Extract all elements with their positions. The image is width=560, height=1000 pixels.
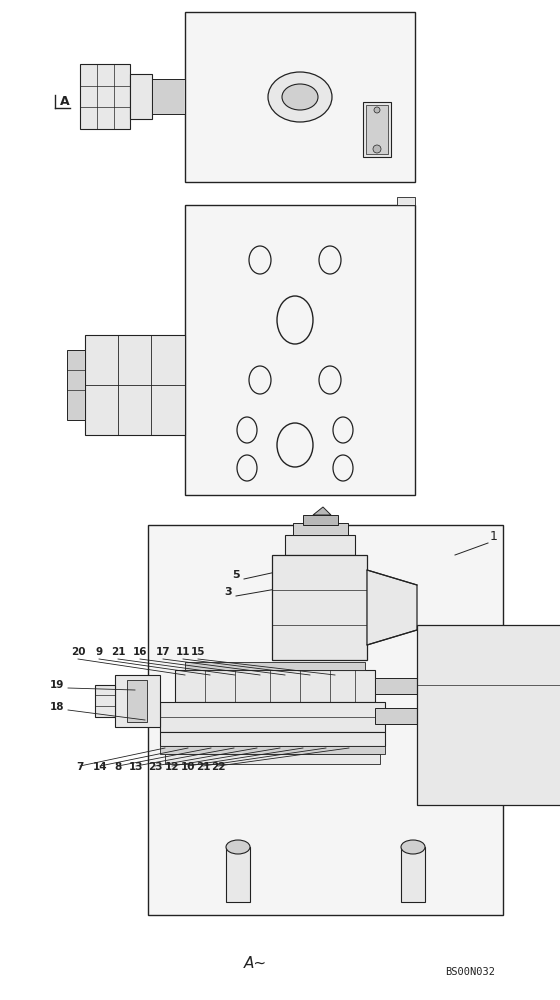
Bar: [303, 515, 338, 525]
Text: 20: 20: [71, 647, 85, 657]
Text: 22: 22: [211, 762, 225, 772]
Ellipse shape: [249, 366, 271, 394]
Bar: [366, 105, 388, 154]
Bar: [285, 535, 355, 555]
Bar: [185, 205, 415, 495]
Text: 14: 14: [93, 762, 108, 772]
Polygon shape: [367, 570, 417, 645]
Polygon shape: [292, 88, 308, 106]
Text: 16: 16: [133, 647, 147, 657]
Bar: [397, 197, 415, 205]
Text: BS00N032: BS00N032: [445, 967, 495, 977]
Ellipse shape: [401, 840, 425, 854]
Bar: [417, 625, 560, 805]
Text: A~: A~: [244, 956, 267, 971]
Bar: [293, 523, 348, 535]
Bar: [375, 708, 455, 724]
Text: 9: 9: [95, 647, 102, 657]
Bar: [148, 525, 503, 915]
Bar: [165, 754, 380, 764]
Bar: [80, 64, 130, 129]
Ellipse shape: [226, 840, 250, 854]
Ellipse shape: [237, 417, 257, 443]
Ellipse shape: [277, 296, 313, 344]
Bar: [185, 662, 365, 670]
Ellipse shape: [268, 72, 332, 122]
Bar: [85, 335, 185, 435]
Polygon shape: [313, 507, 331, 515]
Text: 5: 5: [232, 570, 240, 580]
Text: 21: 21: [111, 647, 125, 657]
Ellipse shape: [249, 246, 271, 274]
Text: 10: 10: [181, 762, 195, 772]
Ellipse shape: [282, 84, 318, 110]
Bar: [160, 702, 385, 732]
Text: 18: 18: [50, 702, 64, 712]
Text: 8: 8: [114, 762, 122, 772]
Bar: [130, 74, 152, 119]
Bar: [115, 675, 160, 727]
Ellipse shape: [319, 246, 341, 274]
Bar: [175, 670, 375, 702]
Bar: [95, 685, 115, 717]
Text: 11: 11: [176, 647, 190, 657]
Text: 15: 15: [191, 647, 206, 657]
Bar: [375, 678, 455, 694]
Text: 1: 1: [490, 530, 498, 543]
Ellipse shape: [333, 455, 353, 481]
Ellipse shape: [319, 366, 341, 394]
Bar: [127, 680, 147, 722]
Bar: [363, 102, 391, 157]
Text: 23: 23: [148, 762, 162, 772]
Ellipse shape: [277, 423, 313, 467]
Ellipse shape: [237, 455, 257, 481]
Text: 12: 12: [165, 762, 179, 772]
Text: 19: 19: [50, 680, 64, 690]
Circle shape: [373, 145, 381, 153]
Bar: [226, 847, 250, 902]
Text: 3: 3: [224, 587, 232, 597]
Bar: [272, 555, 367, 660]
Circle shape: [374, 107, 380, 113]
Bar: [401, 847, 425, 902]
Bar: [67, 350, 85, 420]
Ellipse shape: [333, 417, 353, 443]
Bar: [160, 746, 385, 754]
Bar: [152, 79, 185, 114]
Text: 7: 7: [76, 762, 83, 772]
Text: 13: 13: [129, 762, 143, 772]
Bar: [160, 732, 385, 746]
Bar: [185, 12, 415, 182]
Text: 21: 21: [196, 762, 210, 772]
Text: 17: 17: [156, 647, 170, 657]
Text: A: A: [60, 95, 69, 108]
